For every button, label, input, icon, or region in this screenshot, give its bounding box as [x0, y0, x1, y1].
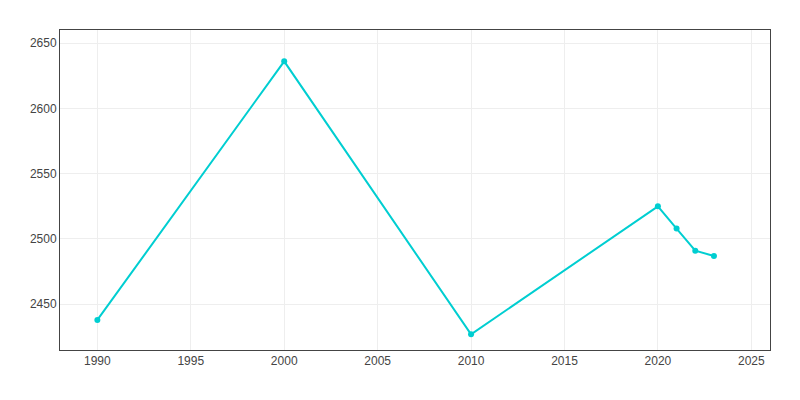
svg-text:2450: 2450	[30, 297, 57, 311]
svg-text:2000: 2000	[271, 354, 298, 368]
svg-text:2550: 2550	[30, 167, 57, 181]
svg-text:2025: 2025	[738, 354, 765, 368]
svg-text:2005: 2005	[364, 354, 391, 368]
svg-text:2015: 2015	[551, 354, 578, 368]
svg-text:2010: 2010	[458, 354, 485, 368]
svg-text:2650: 2650	[30, 36, 57, 50]
svg-text:2600: 2600	[30, 102, 57, 116]
svg-text:1990: 1990	[84, 354, 111, 368]
svg-text:2500: 2500	[30, 232, 57, 246]
svg-text:2020: 2020	[645, 354, 672, 368]
svg-text:1995: 1995	[177, 354, 204, 368]
